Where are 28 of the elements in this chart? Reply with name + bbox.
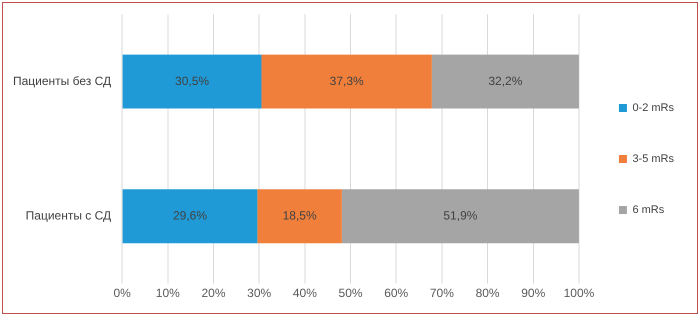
bar	[122, 54, 262, 108]
x-tick-label: 60%	[384, 286, 409, 300]
data-label: 18,5%	[282, 208, 317, 223]
bar	[257, 189, 342, 244]
x-tick-label: 30%	[247, 286, 272, 300]
bar	[432, 54, 579, 108]
data-label: 51,9%	[443, 208, 478, 223]
bar	[122, 189, 258, 244]
data-label: 37,3%	[330, 74, 364, 88]
x-tick-label: 0%	[113, 286, 132, 300]
x-tick-label: 40%	[292, 286, 318, 300]
x-tick-label: 90%	[521, 286, 546, 300]
data-label: 32,2%	[488, 74, 523, 88]
x-tick-label: 100%	[564, 286, 595, 300]
bar	[342, 189, 579, 244]
legend-label: 3-5 mRs	[632, 153, 674, 166]
x-tick-label: 20%	[201, 286, 226, 300]
x-tick-label: 70%	[430, 286, 454, 300]
x-tick-label: 10%	[156, 286, 180, 300]
legend-label: 6 mRs	[632, 204, 665, 216]
x-tick-label: 80%	[476, 286, 500, 300]
y-tick-label: Пациенты без СД	[12, 74, 112, 88]
data-label: 29,6%	[172, 208, 208, 223]
bar	[261, 54, 432, 108]
legend-label: 0-2 mRs	[632, 102, 674, 114]
y-tick-label: Пациенты с СД	[26, 208, 112, 223]
x-tick-label: 50%	[338, 286, 363, 300]
data-label: 30,5%	[175, 74, 210, 88]
